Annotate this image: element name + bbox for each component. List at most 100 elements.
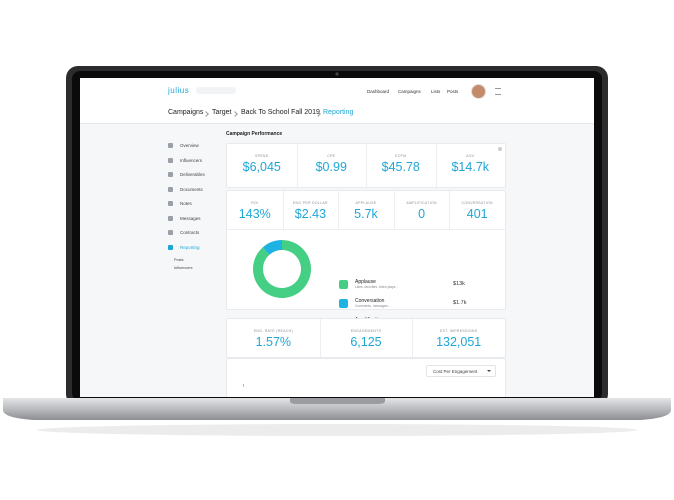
sidebar-icon bbox=[168, 172, 173, 177]
axis-tick bbox=[243, 384, 244, 387]
sidebar-item[interactable]: Contracts bbox=[180, 230, 200, 235]
metric-label: SPEND bbox=[254, 154, 269, 158]
sidebar-item[interactable]: Deliverables bbox=[180, 172, 205, 177]
base bbox=[3, 398, 671, 420]
metric: SPEND $6,045 bbox=[227, 154, 297, 174]
divider bbox=[435, 144, 437, 187]
sidebar-icon bbox=[168, 244, 173, 250]
card: Cost Per Engagement bbox=[226, 358, 506, 397]
divider bbox=[412, 319, 414, 357]
metric-value: $0.99 bbox=[315, 160, 347, 174]
donut-slice bbox=[253, 240, 311, 298]
info-icon[interactable] bbox=[498, 147, 502, 151]
dropdown-label: Cost Per Engagement bbox=[433, 368, 478, 374]
legend-description: Likes, favorites, video plays... bbox=[355, 285, 399, 289]
avatar[interactable] bbox=[471, 84, 486, 99]
divider bbox=[366, 144, 367, 187]
legend-description: Comments, messages... bbox=[355, 304, 391, 308]
sidebar-icon bbox=[168, 215, 173, 221]
card: ENG. RATE (REACH) 1.57% ENGAGEMENTS 6,125 ES… bbox=[226, 318, 506, 358]
sidebar-icon bbox=[168, 157, 173, 163]
notch bbox=[290, 398, 385, 404]
metric-label: ENGAGEMENTS bbox=[350, 329, 382, 333]
legend-name: Applause bbox=[355, 279, 376, 285]
legend-icon bbox=[339, 299, 348, 308]
dropdown[interactable]: Cost Per Engagement bbox=[426, 365, 496, 377]
legend-amount: $1.7k bbox=[453, 300, 467, 306]
metric: ENGAGEMENTS 6,125 bbox=[320, 329, 413, 349]
camera bbox=[335, 72, 339, 76]
nav-link[interactable]: Dashboard bbox=[367, 89, 390, 94]
metric-value: 143% bbox=[238, 207, 271, 221]
donut-slice bbox=[262, 240, 282, 255]
metric-value: $45.78 bbox=[381, 160, 420, 174]
metric-value: 6,125 bbox=[350, 335, 382, 349]
nav-link[interactable]: Campaigns bbox=[398, 89, 421, 94]
legend-amount: $13k bbox=[453, 281, 465, 287]
metric-value: 1.57% bbox=[255, 335, 292, 349]
metric-value: $2.43 bbox=[294, 207, 327, 221]
metric: ECPM $45.78 bbox=[366, 154, 436, 174]
sidebar-item[interactable]: Reporting bbox=[180, 244, 200, 250]
metric-label: APPLAUSE bbox=[355, 201, 377, 205]
menu-icon[interactable] bbox=[495, 88, 501, 95]
sidebar-subitem[interactable]: Influencers bbox=[174, 266, 193, 270]
divider bbox=[338, 191, 340, 229]
divider bbox=[319, 319, 321, 357]
metric: ROI 143% bbox=[227, 201, 283, 221]
sidebar-icon bbox=[168, 143, 173, 148]
sidebar-item[interactable]: Influencers bbox=[180, 157, 203, 163]
metric-label: CONVERSATION bbox=[461, 201, 493, 205]
breadcrumb[interactable]: Target bbox=[212, 109, 232, 116]
divider bbox=[393, 191, 395, 229]
metric-label: ENG. RATE (REACH) bbox=[253, 329, 293, 333]
metric: ENG. RATE (REACH) 1.57% bbox=[227, 329, 320, 349]
breadcrumb[interactable]: Back To School Fall 2019 bbox=[241, 109, 320, 116]
divider bbox=[282, 191, 284, 229]
metric: ENG PER DOLLAR $2.43 bbox=[283, 201, 339, 221]
sidebar-item[interactable]: Documents bbox=[180, 186, 203, 192]
metric-label: ENG PER DOLLAR bbox=[292, 201, 328, 205]
sidebar-icon bbox=[168, 230, 173, 235]
metric-value: $6,045 bbox=[242, 160, 281, 174]
sidebar-item[interactable]: Overview bbox=[180, 143, 199, 148]
chevron bbox=[232, 111, 238, 117]
legend-name: Conversation bbox=[355, 298, 385, 304]
legend-icon bbox=[339, 280, 348, 289]
metric-value: 0 bbox=[418, 207, 426, 221]
chevron bbox=[203, 111, 209, 117]
metric-label: CPE bbox=[327, 154, 336, 158]
metric-value: 5.7k bbox=[354, 207, 378, 221]
metric: APPLAUSE 5.7k bbox=[338, 201, 394, 221]
screen: julius Dashboard Campaigns Lists Posts C… bbox=[80, 78, 594, 397]
section-title: Campaign Performance bbox=[226, 131, 283, 137]
metric: CPE $0.99 bbox=[297, 154, 367, 174]
card: SPEND $6,045 CPE $0.99 ECPM $45.78 AOV $14.7k bbox=[226, 143, 506, 188]
metric: AOV $14.7k bbox=[436, 154, 506, 174]
nav-link[interactable]: Lists bbox=[431, 89, 441, 94]
metric: AMPLIFICATION 0 bbox=[394, 201, 450, 221]
nav-link[interactable]: Posts bbox=[447, 89, 459, 94]
shadow bbox=[37, 424, 637, 436]
donut-chart bbox=[253, 240, 311, 298]
metric-label: AMPLIFICATION bbox=[406, 201, 437, 205]
metric-label: EST. IMPRESSIONS bbox=[439, 329, 478, 333]
sidebar-subitem[interactable]: Posts bbox=[174, 258, 184, 262]
metric: CONVERSATION 401 bbox=[449, 201, 505, 221]
metric-label: ECPM bbox=[395, 154, 407, 158]
card: ROI 143% ENG PER DOLLAR $2.43 APPLAUSE 5.7k AM… bbox=[226, 190, 506, 327]
logo[interactable]: julius bbox=[168, 86, 190, 95]
sidebar-item[interactable]: Notes bbox=[180, 201, 192, 206]
breadcrumb[interactable]: Reporting bbox=[323, 109, 354, 116]
breadcrumb[interactable]: Campaigns bbox=[168, 109, 204, 116]
caret bbox=[487, 370, 491, 372]
sidebar-item[interactable]: Messages bbox=[180, 215, 201, 221]
search[interactable] bbox=[196, 87, 236, 94]
metric-value: 132,051 bbox=[436, 335, 482, 349]
metric-value: $14.7k bbox=[451, 160, 490, 174]
divider bbox=[227, 229, 505, 230]
sidebar-icon bbox=[168, 201, 173, 206]
metric-label: ROI bbox=[251, 201, 259, 205]
metric-value: 401 bbox=[466, 207, 488, 221]
